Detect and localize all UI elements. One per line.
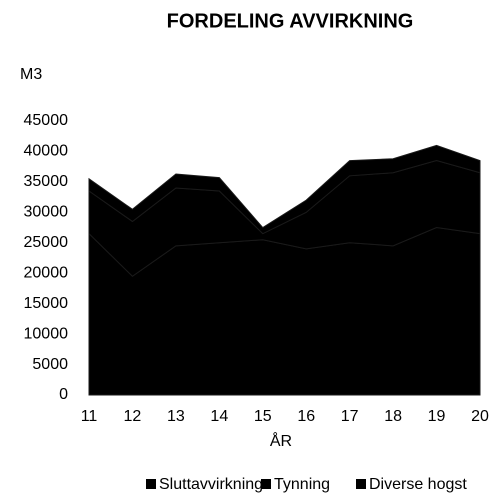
y-tick-label: 15000: [24, 295, 69, 312]
y-tick-label: 25000: [24, 234, 69, 251]
x-tick-label: 20: [471, 408, 489, 425]
y-tick-label: 40000: [24, 143, 69, 160]
x-tick-label: 14: [210, 408, 228, 425]
y-tick-label: 0: [59, 386, 68, 403]
legend-label: Diverse hogst: [369, 476, 467, 493]
legend-marker: [146, 479, 156, 489]
legend-label: Tynning: [274, 476, 330, 493]
x-tick-label: 11: [81, 408, 98, 425]
y-tick-label: 20000: [24, 264, 69, 281]
x-tick-label: 17: [341, 408, 359, 425]
area: [88, 144, 481, 235]
chart-title: FORDELING AVVIRKNING: [167, 10, 414, 32]
y-axis-label: M3: [20, 66, 42, 83]
x-tick-label: 16: [297, 408, 315, 425]
x-tick-label: 15: [254, 408, 272, 425]
y-tick-label: 30000: [24, 204, 69, 221]
y-tick-label: 35000: [24, 173, 69, 190]
x-tick-label: 19: [428, 408, 446, 425]
legend-label: Sluttavvirkning: [159, 476, 263, 493]
x-tick-label: 18: [384, 408, 402, 425]
y-tick-label: 45000: [24, 112, 69, 129]
x-axis-label: ÅR: [270, 431, 292, 450]
y-tick-label: 5000: [32, 356, 68, 373]
legend-marker: [261, 479, 271, 489]
legend-marker: [356, 479, 366, 489]
x-tick-label: 13: [167, 408, 185, 425]
x-tick-label: 12: [124, 408, 142, 425]
y-tick-label: 10000: [24, 325, 69, 342]
